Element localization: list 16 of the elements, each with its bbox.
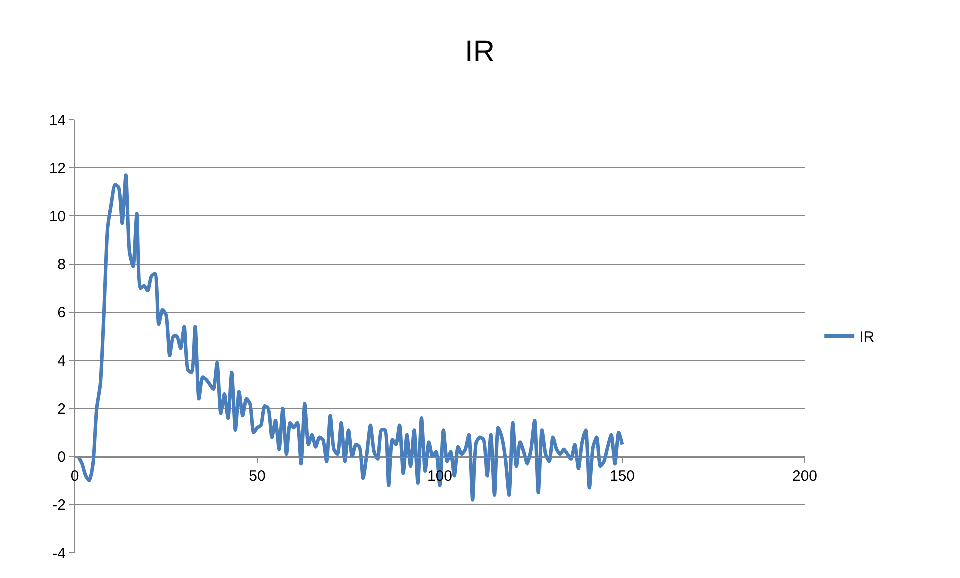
y-tick-label: 2	[58, 400, 66, 418]
x-tick-label: 200	[792, 468, 818, 485]
x-tick-label: 50	[249, 468, 266, 485]
x-tick-label: 0	[70, 468, 80, 485]
y-tick-label: 10	[49, 208, 66, 226]
y-tick-label: -2	[52, 497, 66, 514]
y-tick-label: 6	[58, 304, 66, 322]
y-tick-label: 12	[49, 160, 66, 178]
chart-title: IR	[465, 35, 495, 68]
y-tick-label: 4	[58, 352, 66, 370]
y-tick-label: 8	[58, 256, 66, 274]
legend-label: IR	[860, 329, 875, 346]
y-tick-label: 0	[58, 449, 66, 466]
x-tick-label: 150	[610, 468, 636, 485]
y-tick-label: 14	[49, 112, 66, 130]
y-tick-label: -4	[52, 545, 66, 562]
